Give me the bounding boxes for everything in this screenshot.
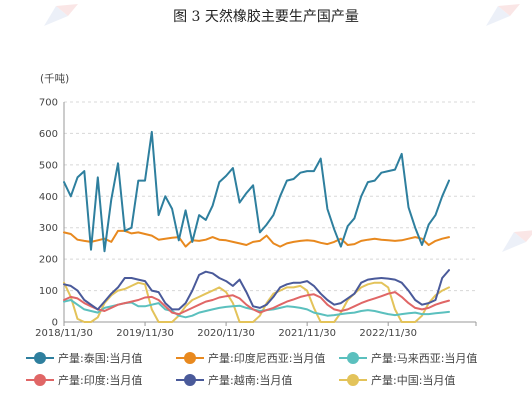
legend-label: 产量:马来西亚:当月值 — [371, 352, 478, 365]
series-line — [63, 299, 450, 319]
x-tick-label: 2019/11/30 — [116, 328, 174, 339]
legend-label: 产量:印度尼西亚:当月值 — [208, 352, 326, 365]
y-axis: 0 100 200 300 400 500 600 700 — [39, 98, 65, 329]
x-tick-label: 2021/11/30 — [278, 328, 336, 339]
legend-label: 产量:中国:当月值 — [371, 374, 456, 387]
y-tick-label: 500 — [39, 160, 58, 171]
x-tick-label: 2022/11/30 — [359, 328, 417, 339]
x-tick-label: 2020/11/30 — [197, 328, 255, 339]
series-line — [63, 269, 450, 311]
decorative-shape-top-right — [484, 2, 524, 28]
series-line — [63, 130, 450, 253]
series-line — [63, 229, 450, 248]
chart-title: 图 3 天然橡胶主要生产国产量 — [173, 9, 359, 25]
legend-swatch — [26, 374, 54, 386]
x-tick-label: 2018/11/30 — [35, 328, 93, 339]
y-axis-unit-label: (千吨) — [40, 72, 69, 85]
y-tick-label: 400 — [39, 192, 58, 203]
legend-item[interactable]: 产量:印度:当月值 — [26, 372, 142, 388]
series-line — [63, 281, 450, 323]
y-tick-label: 200 — [39, 255, 58, 266]
legend-label: 产量:泰国:当月值 — [58, 352, 143, 365]
x-axis: 2018/11/30 2019/11/30 2020/11/30 2021/11/30… — [35, 322, 477, 339]
series-lines — [63, 130, 450, 323]
legend-item[interactable]: 产量:泰国:当月值 — [26, 350, 142, 366]
decorative-shape-top-left — [42, 2, 82, 28]
decorative-shape-right — [500, 228, 532, 254]
legend-label: 产量:印度:当月值 — [58, 374, 143, 387]
legend-item[interactable]: 产量:马来西亚:当月值 — [339, 350, 477, 366]
legend-swatch — [26, 352, 54, 364]
y-tick-label: 300 — [39, 223, 58, 234]
legend-item[interactable]: 产量:印度尼西亚:当月值 — [176, 350, 325, 366]
legend-label: 产量:越南:当月值 — [208, 374, 293, 387]
legend-item[interactable]: 产量:中国:当月值 — [339, 372, 455, 388]
legend-swatch — [339, 352, 367, 364]
legend-swatch — [176, 352, 204, 364]
y-tick-label: 100 — [39, 286, 58, 297]
y-tick-label: 0 — [52, 318, 58, 329]
series-line — [63, 291, 450, 316]
legend-swatch — [176, 374, 204, 386]
y-tick-label: 700 — [39, 98, 58, 109]
y-tick-label: 600 — [39, 129, 58, 140]
legend-swatch — [339, 374, 367, 386]
legend-item[interactable]: 产量:越南:当月值 — [176, 372, 292, 388]
